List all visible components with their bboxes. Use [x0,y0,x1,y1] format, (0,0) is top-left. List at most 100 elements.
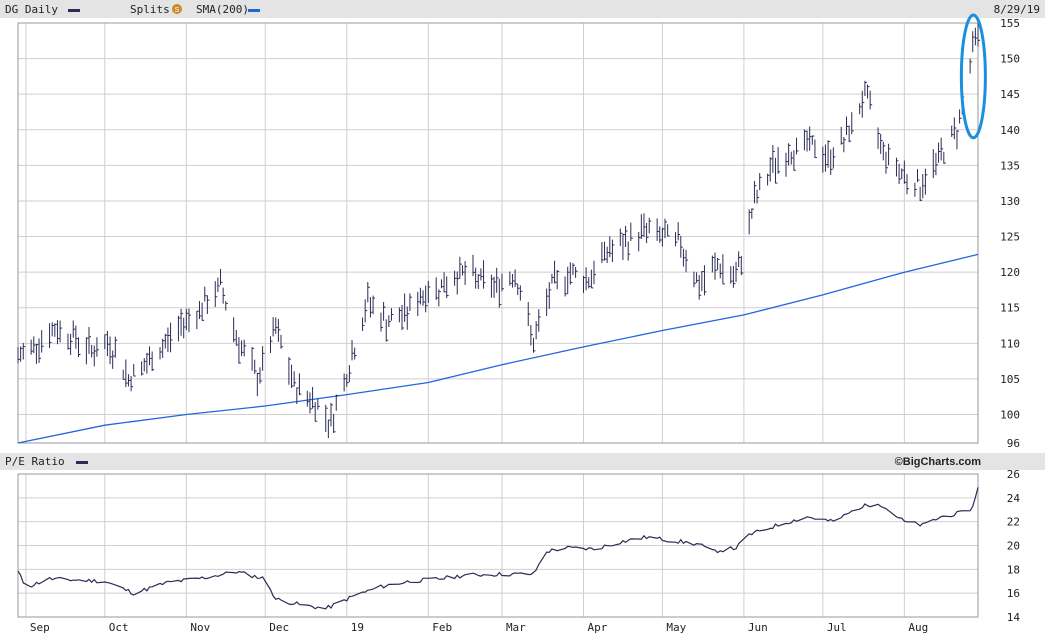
price-bar [877,127,881,149]
price-bar [343,373,347,392]
price-bar [206,295,210,314]
price-bar [625,225,628,248]
price-bar [917,169,920,183]
price-bar [932,149,936,179]
price-bar [122,369,126,380]
price-bar [259,367,262,384]
date-label: 8/29/19 [994,3,1040,16]
price-bar [291,364,294,389]
price-bar [661,227,665,247]
price-bar [951,125,954,137]
price-bar [114,336,118,358]
price-bar [143,358,147,372]
price-bar [730,266,733,284]
price-bar [969,58,973,74]
price-bar [127,374,131,387]
price-bar [454,270,457,286]
price-bar [409,293,412,312]
price-bar [864,80,867,97]
price-bar [832,147,836,169]
price-bar [312,387,315,409]
price-bar [233,317,236,343]
price-bar [275,317,278,334]
price-bar [646,222,649,244]
price-bar [517,283,520,296]
price-bar [572,263,575,275]
price-bar [475,267,478,289]
price-bar [935,152,938,176]
price-bar [977,21,980,47]
price-bar [898,163,902,184]
price-bar [772,144,775,173]
x-axis: Sep Oct Nov Dec 19 Feb Mar Apr May Jun Jul Aug [30,621,928,634]
price-bar [214,281,218,307]
price-bar [293,371,297,387]
price-bar [351,340,355,361]
price-y-tick-125: 125 [1000,231,1020,244]
price-bar [769,157,773,182]
price-bar [848,125,852,143]
price-bar [753,180,757,204]
price-bar [96,337,99,357]
price-bar [585,267,589,291]
price-bar [924,168,928,195]
price-y-tick-135: 135 [1000,159,1020,172]
pe-y-tick-18: 18 [1007,563,1020,576]
price-bar [54,323,57,337]
price-bar [777,147,781,174]
pe-plot-border [17,473,979,618]
price-y-axis: 96 100 105 110 115 120 125 130 135 140 145 150 155 [1000,17,1020,450]
price-bar [582,275,586,293]
price-bar [133,364,136,377]
price-bar [269,336,273,353]
price-bar [693,271,696,288]
price-bar [785,152,788,177]
price-bar [696,272,699,283]
price-bar [17,347,20,364]
price-bar [30,339,34,355]
price-bar [367,282,370,303]
price-bar [464,261,468,286]
price-bar [243,339,247,357]
price-bar [880,133,883,154]
price-bar [751,208,754,219]
price-bar [685,249,689,273]
price-bar [164,333,168,349]
price-bar [417,291,420,317]
price-bar [756,189,760,204]
sma-legend-label: SMA(200) [196,3,249,16]
price-bar [130,376,134,392]
price-bar [298,373,302,396]
price-bar [251,347,255,371]
price-bar [514,269,518,287]
price-bar [277,318,281,342]
price-bar [738,251,741,268]
price-bar [519,285,523,301]
price-bar [380,312,383,332]
pe-panel: 14 16 18 20 22 24 26 [17,468,1020,624]
price-bar [493,276,497,298]
x-tick-Jul: Jul [827,621,847,634]
price-bar [364,299,368,323]
price-bar [406,306,410,330]
price-bar [551,273,554,284]
pe-header-bar [0,453,1045,470]
price-bar [170,322,173,353]
price-bar [146,352,149,374]
price-bar [811,135,815,145]
price-bar [446,276,449,299]
price-bar [627,241,631,261]
sma-200-line [17,253,979,444]
price-bar [438,289,441,307]
price-bar [722,254,725,285]
price-bar [325,404,328,432]
price-bar [643,213,646,237]
price-bar [822,146,825,173]
x-tick-19: 19 [351,621,364,634]
price-bar [956,129,959,150]
price-bar [601,242,604,263]
price-bar [472,254,476,277]
price-bar [67,333,70,350]
price-bar [906,174,909,195]
price-bar [788,143,791,166]
